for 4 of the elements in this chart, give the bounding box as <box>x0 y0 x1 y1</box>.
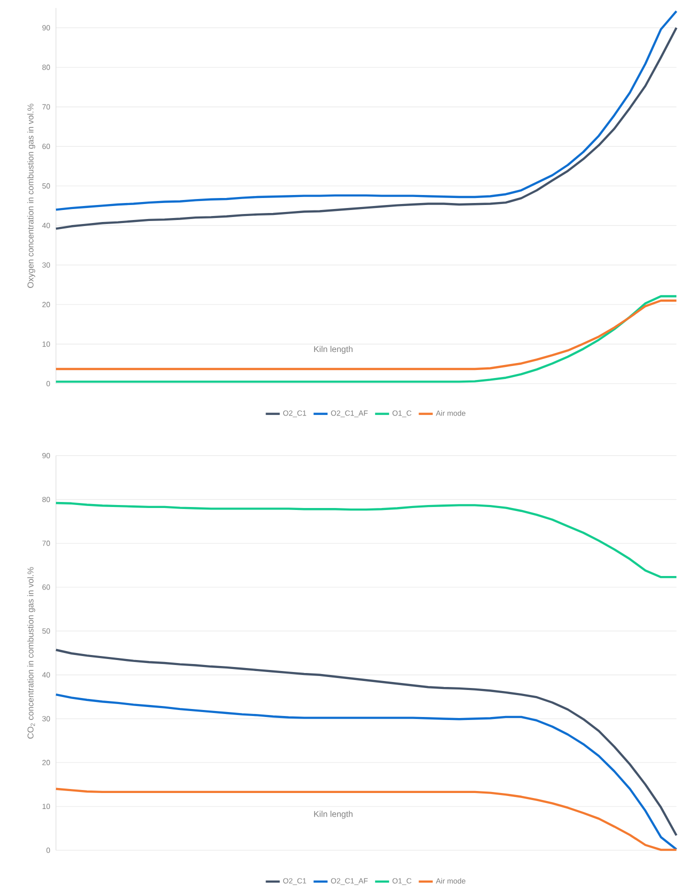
y-axis-title: CO$_{2}$ concentration in combustion gas in vol.% <box>27 567 35 739</box>
x-axis-title: Kiln length <box>314 346 352 354</box>
y-axis-title: Oxygen concentration in combustion gas in vol.% <box>27 104 35 288</box>
x-axis-title: Kiln length <box>314 810 352 819</box>
